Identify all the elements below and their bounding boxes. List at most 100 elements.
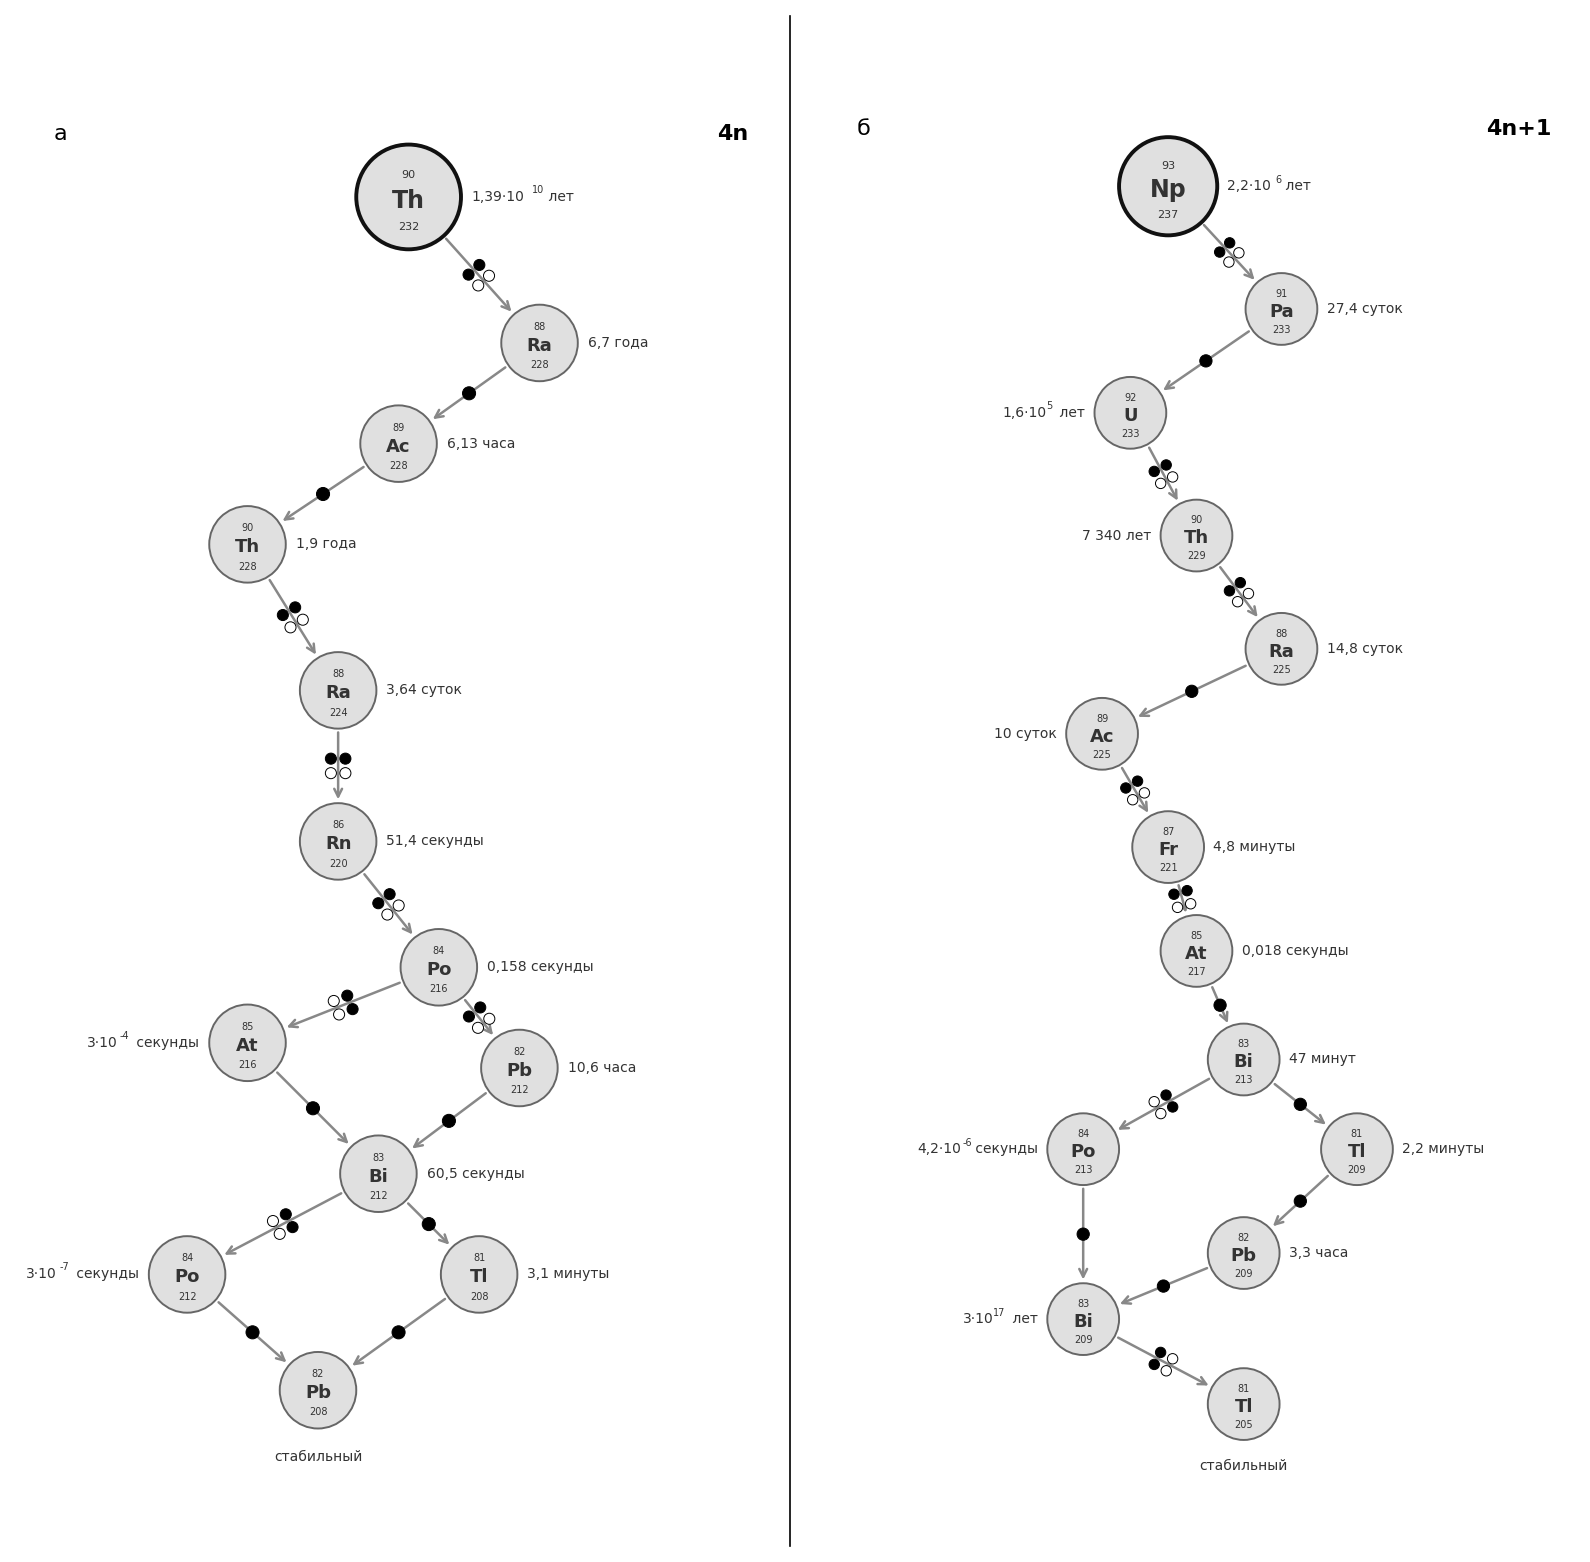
Text: 90: 90 — [242, 523, 254, 533]
Text: 17: 17 — [992, 1307, 1005, 1317]
Circle shape — [1156, 478, 1165, 489]
Circle shape — [1076, 1228, 1089, 1240]
Text: 232: 232 — [398, 222, 420, 233]
Text: 91: 91 — [1275, 289, 1288, 298]
Text: Th: Th — [235, 539, 261, 556]
Circle shape — [1245, 273, 1317, 345]
Text: секунды: секунды — [72, 1267, 138, 1281]
Text: лет: лет — [544, 191, 574, 205]
Circle shape — [1200, 355, 1212, 367]
Circle shape — [483, 270, 494, 281]
Text: 6,13 часа: 6,13 часа — [447, 437, 515, 451]
Circle shape — [1235, 578, 1245, 587]
Circle shape — [1150, 1359, 1159, 1370]
Circle shape — [334, 1009, 345, 1020]
Circle shape — [1161, 915, 1232, 987]
Circle shape — [393, 1326, 405, 1339]
Text: 3·10: 3·10 — [86, 1036, 118, 1050]
Circle shape — [1158, 1279, 1170, 1292]
Text: 4,8 минуты: 4,8 минуты — [1213, 840, 1296, 854]
Text: 85: 85 — [1191, 931, 1202, 940]
Text: 216: 216 — [238, 1061, 256, 1070]
Text: стабильный: стабильный — [1199, 1459, 1288, 1473]
Text: 213: 213 — [1234, 1075, 1253, 1086]
Text: At: At — [237, 1037, 259, 1054]
Circle shape — [1186, 898, 1196, 909]
Circle shape — [1181, 886, 1192, 897]
Text: 93: 93 — [1161, 161, 1175, 170]
Circle shape — [316, 487, 329, 500]
Circle shape — [1321, 1114, 1393, 1186]
Text: 3·10: 3·10 — [25, 1267, 57, 1281]
Circle shape — [475, 1001, 487, 1014]
Circle shape — [289, 601, 301, 612]
Text: -4: -4 — [119, 1031, 129, 1040]
Text: 47 минут: 47 минут — [1289, 1053, 1356, 1067]
Text: Pb: Pb — [305, 1384, 331, 1403]
Circle shape — [361, 406, 437, 483]
Circle shape — [1172, 903, 1183, 912]
Text: секунды: секунды — [971, 1142, 1038, 1156]
Circle shape — [280, 1353, 356, 1429]
Text: 6: 6 — [1275, 175, 1282, 184]
Text: Po: Po — [175, 1268, 200, 1287]
Circle shape — [340, 767, 351, 779]
Circle shape — [1161, 459, 1172, 470]
Text: 237: 237 — [1158, 209, 1178, 220]
Text: Tl: Tl — [1234, 1398, 1253, 1415]
Text: 233: 233 — [1272, 325, 1291, 334]
Circle shape — [423, 1217, 436, 1231]
Text: 10 суток: 10 суток — [994, 726, 1057, 740]
Text: 217: 217 — [1188, 967, 1205, 976]
Text: стабильный: стабильный — [273, 1450, 363, 1464]
Circle shape — [288, 1221, 297, 1232]
Text: 220: 220 — [329, 859, 348, 868]
Text: 83: 83 — [372, 1153, 385, 1162]
Text: 228: 228 — [529, 361, 549, 370]
Text: 221: 221 — [1159, 862, 1178, 873]
Circle shape — [463, 387, 475, 400]
Circle shape — [1186, 686, 1197, 698]
Circle shape — [483, 1014, 494, 1025]
Circle shape — [1127, 795, 1138, 804]
Circle shape — [472, 1022, 483, 1034]
Text: 209: 209 — [1234, 1268, 1253, 1279]
Circle shape — [1156, 1346, 1165, 1357]
Text: 1,39·10: 1,39·10 — [471, 191, 525, 205]
Text: 3,3 часа: 3,3 часа — [1289, 1246, 1348, 1261]
Text: 84: 84 — [432, 947, 445, 956]
Text: 88: 88 — [332, 669, 345, 679]
Circle shape — [1294, 1098, 1307, 1111]
Text: 82: 82 — [312, 1370, 324, 1379]
Circle shape — [385, 889, 396, 900]
Text: 27,4 суток: 27,4 суток — [1326, 301, 1402, 316]
Circle shape — [1208, 1368, 1280, 1440]
Circle shape — [1234, 248, 1243, 258]
Text: 5: 5 — [1046, 401, 1053, 411]
Circle shape — [1138, 787, 1150, 798]
Circle shape — [1243, 589, 1253, 598]
Text: -6: -6 — [964, 1137, 973, 1148]
Text: Bi: Bi — [1234, 1053, 1253, 1072]
Text: Bi: Bi — [369, 1168, 388, 1186]
Circle shape — [326, 753, 337, 764]
Text: 4n: 4n — [717, 123, 749, 144]
Text: Bi: Bi — [1073, 1314, 1092, 1331]
Circle shape — [1232, 597, 1243, 608]
Text: Ac: Ac — [386, 437, 410, 456]
Circle shape — [277, 609, 288, 620]
Text: Po: Po — [426, 961, 452, 979]
Text: 89: 89 — [1096, 714, 1108, 723]
Text: 92: 92 — [1124, 392, 1137, 403]
Text: 81: 81 — [1352, 1129, 1363, 1139]
Circle shape — [1161, 1090, 1172, 1100]
Circle shape — [1208, 1023, 1280, 1095]
Text: 86: 86 — [332, 820, 345, 831]
Text: 1,6·10: 1,6·10 — [1003, 406, 1046, 420]
Text: 212: 212 — [178, 1292, 197, 1301]
Circle shape — [1119, 137, 1218, 236]
Text: 209: 209 — [1348, 1165, 1366, 1175]
Text: 82: 82 — [514, 1047, 526, 1057]
Circle shape — [1048, 1114, 1119, 1186]
Text: 209: 209 — [1073, 1336, 1092, 1345]
